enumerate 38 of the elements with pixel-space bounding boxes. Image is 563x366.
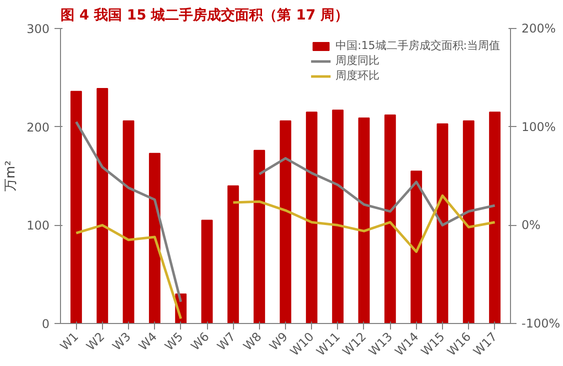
y2-tick-label: 0% <box>522 218 541 232</box>
bar <box>384 114 396 324</box>
legend-label: 周度同比 <box>336 53 380 68</box>
x-tick-label: W4 <box>136 330 160 354</box>
y2-tick-label: -100% <box>522 316 560 330</box>
legend-label: 中国:15城二手房成交面积:当周值 <box>336 38 500 53</box>
x-tick-label: W6 <box>188 330 212 354</box>
y-tick-label: 300 <box>26 22 50 36</box>
x-tick-label: W7 <box>214 330 238 354</box>
bar <box>436 123 448 324</box>
x-tick-label: W1 <box>57 330 82 354</box>
bar <box>201 220 213 324</box>
bar <box>122 120 134 324</box>
bar <box>358 117 370 324</box>
bar <box>148 152 160 324</box>
x-tick-label: W2 <box>84 330 108 354</box>
y2-tick-label: 200% <box>522 22 556 36</box>
y-axis-title: 万m² <box>4 160 19 192</box>
bar <box>332 110 344 324</box>
x-tick-label: W5 <box>162 330 186 354</box>
y-tick-label: 0 <box>42 317 50 331</box>
bar <box>462 120 474 324</box>
bar <box>70 90 82 324</box>
bar <box>410 170 422 324</box>
bar <box>96 88 108 324</box>
bar <box>227 185 239 324</box>
y-tick-label: 200 <box>26 120 50 134</box>
chart-title: 图 4 我国 15 城二手房成交面积（第 17 周） <box>60 6 348 24</box>
x-tick-label: W9 <box>266 330 290 354</box>
bar <box>280 120 292 324</box>
bar <box>254 150 266 324</box>
bar <box>489 112 501 324</box>
y2-tick-label: 100% <box>522 120 556 134</box>
legend-label: 周度环比 <box>336 68 380 83</box>
y-tick-label: 100 <box>26 218 50 233</box>
bar <box>306 112 318 324</box>
x-tick-label: W3 <box>110 330 134 354</box>
x-tick-label: W8 <box>240 330 264 354</box>
